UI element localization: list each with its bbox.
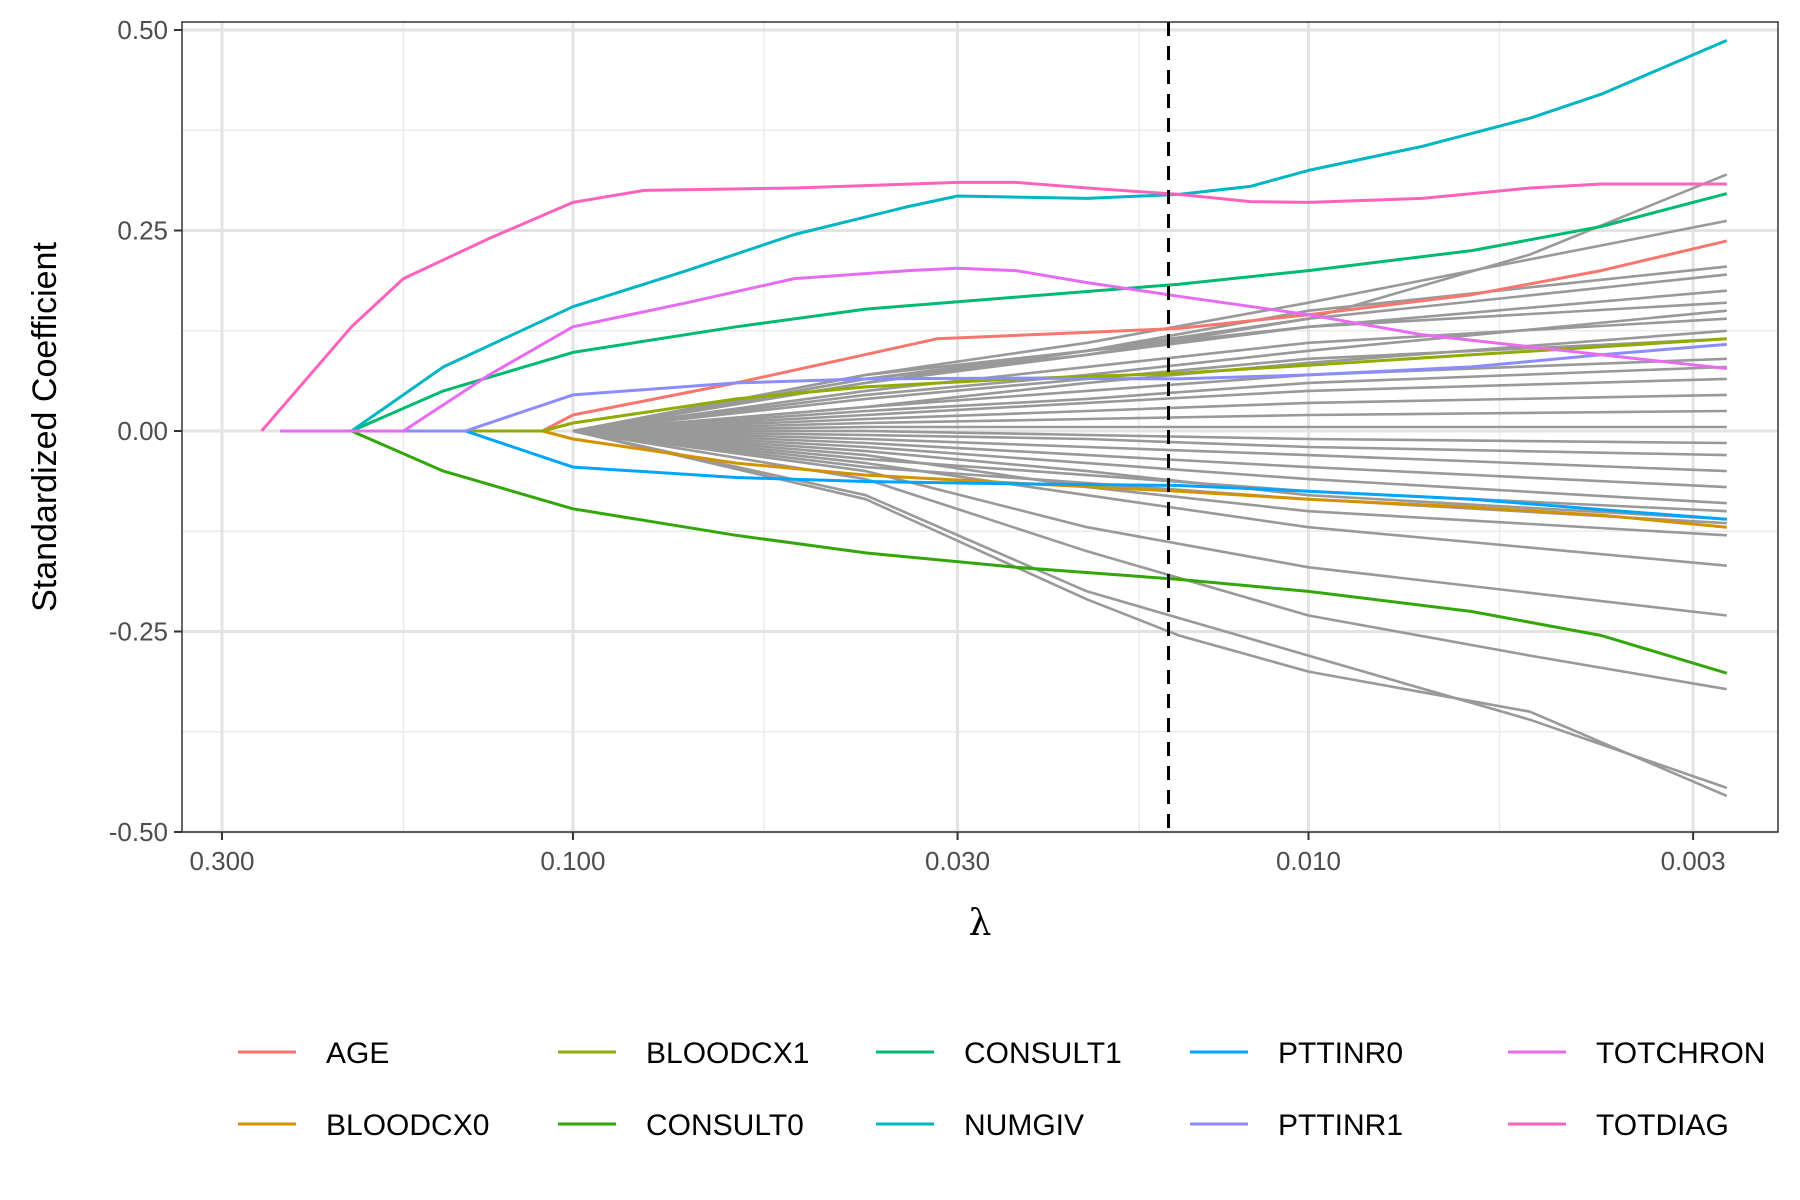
background-path-line <box>572 219 1728 433</box>
series-line-pttinr0 <box>280 429 1727 521</box>
background-path-line <box>572 173 1728 433</box>
y-axis: 0.50 0.25 0.00 -0.25 -0.50 <box>109 15 182 847</box>
series-line-age <box>280 239 1728 433</box>
background-path-line <box>572 429 1728 790</box>
y-axis-title: Standardized Coefficient <box>26 242 64 612</box>
series-line-totchron <box>280 266 1727 433</box>
legend-item-pttinr0: PTTINR0 <box>1190 1037 1403 1070</box>
x-tick-label: 0.030 <box>925 846 990 876</box>
background-path-line <box>572 365 1727 433</box>
x-axis-title: λ <box>969 903 992 944</box>
background-path-line <box>572 425 1727 433</box>
legend-item-bloodcx1: BLOODCX1 <box>558 1037 809 1070</box>
x-tick-label: 0.010 <box>1276 846 1341 876</box>
y-tick-label: -0.25 <box>109 617 168 647</box>
background-path-line <box>572 429 1727 457</box>
background-path-line <box>572 317 1727 433</box>
legend-item-numgiv: NUMGIV <box>876 1109 1084 1142</box>
legend-label: BLOODCX1 <box>646 1037 809 1070</box>
series-line-pttinr1 <box>280 342 1727 433</box>
legend-label: PTTINR1 <box>1278 1109 1403 1142</box>
highlighted-coefficient-paths <box>260 39 1728 675</box>
y-tick-label: 0.50 <box>117 15 168 45</box>
x-tick-label: 0.300 <box>189 846 254 876</box>
series-line-consult1 <box>280 192 1728 433</box>
legend-label: NUMGIV <box>964 1109 1084 1142</box>
legend-item-bloodcx0: BLOODCX0 <box>238 1109 489 1142</box>
series-line-totdiag <box>260 180 1727 432</box>
background-path-line <box>572 329 1727 433</box>
background-path-line <box>572 429 1727 567</box>
x-tick-label: 0.100 <box>540 846 605 876</box>
background-path-line <box>572 429 1727 521</box>
legend-label: PTTINR0 <box>1278 1037 1403 1070</box>
background-path-line <box>572 409 1727 433</box>
background-path-line <box>572 429 1727 617</box>
y-tick-label: -0.50 <box>109 817 168 847</box>
x-axis: 0.300 0.100 0.030 0.010 0.003 <box>189 832 1726 876</box>
legend-item-pttinr1: PTTINR1 <box>1190 1109 1403 1142</box>
background-path-line <box>572 429 1727 445</box>
series-line-consult0 <box>280 429 1728 675</box>
background-path-line <box>572 429 1728 798</box>
y-tick-label: 0.25 <box>117 216 168 246</box>
legend-label: CONSULT0 <box>646 1109 804 1142</box>
legend-label: TOTCHRON <box>1596 1037 1765 1070</box>
legend-label: BLOODCX0 <box>326 1109 489 1142</box>
legend-label: AGE <box>326 1037 389 1070</box>
legend-label: CONSULT1 <box>964 1037 1122 1070</box>
background-path-line <box>572 429 1727 489</box>
panel-border <box>181 21 1779 833</box>
background-path-line <box>572 393 1727 433</box>
x-tick-label: 0.003 <box>1661 846 1726 876</box>
legend-item-consult0: CONSULT0 <box>558 1109 804 1142</box>
series-line-numgiv <box>280 39 1728 433</box>
background-path-line <box>572 377 1727 433</box>
legend-item-age: AGE <box>238 1037 389 1070</box>
legend: AGE BLOODCX0 BLOODCX1 CONSULT0 CONSULT1 NUMGI… <box>238 1037 1765 1142</box>
background-path-line <box>572 429 1727 505</box>
y-tick-label: 0.00 <box>117 416 168 446</box>
background-path-line <box>572 429 1727 473</box>
legend-item-consult1: CONSULT1 <box>876 1037 1122 1070</box>
legend-item-totchron: TOTCHRON <box>1508 1037 1765 1070</box>
legend-label: TOTDIAG <box>1596 1109 1729 1142</box>
legend-item-totdiag: TOTDIAG <box>1508 1109 1729 1142</box>
